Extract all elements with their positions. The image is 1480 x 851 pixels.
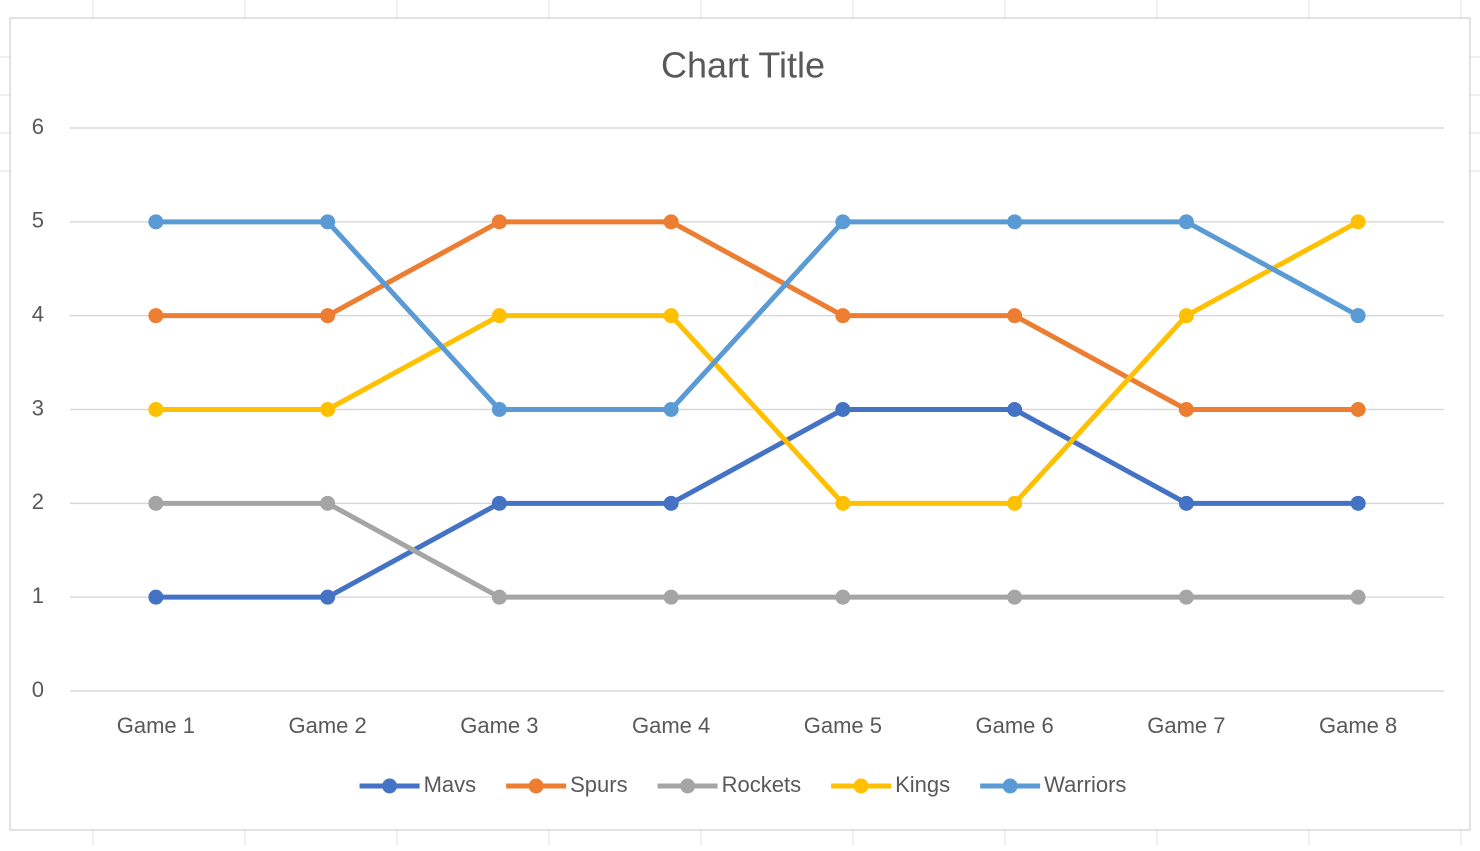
point bbox=[320, 589, 336, 605]
point bbox=[491, 402, 507, 417]
legend-marker bbox=[1002, 778, 1018, 794]
point bbox=[320, 308, 336, 324]
y-tick-label: 0 bbox=[32, 677, 44, 702]
point bbox=[320, 214, 336, 230]
chart-title: Chart Title bbox=[661, 45, 825, 86]
point bbox=[663, 402, 679, 417]
x-tick-label: Game 7 bbox=[1147, 713, 1225, 738]
point bbox=[148, 214, 164, 230]
point bbox=[663, 495, 679, 511]
series-line bbox=[155, 219, 1360, 412]
point bbox=[1350, 402, 1366, 417]
y-tick-label: 4 bbox=[32, 301, 44, 326]
point bbox=[835, 402, 851, 417]
point bbox=[1007, 589, 1023, 605]
point bbox=[491, 214, 507, 230]
point bbox=[1178, 308, 1194, 324]
point bbox=[835, 495, 851, 511]
point bbox=[1350, 308, 1366, 324]
legend-label: Kings bbox=[895, 772, 950, 797]
point bbox=[491, 308, 507, 324]
point bbox=[1350, 214, 1366, 230]
x-tick-label: Game 5 bbox=[804, 713, 882, 738]
x-tick-label: Game 6 bbox=[975, 713, 1053, 738]
point bbox=[1178, 589, 1194, 605]
point bbox=[835, 589, 851, 605]
y-tick-label: 5 bbox=[32, 208, 44, 233]
point bbox=[320, 402, 336, 417]
point bbox=[1178, 402, 1194, 417]
legend-label: Rockets bbox=[722, 772, 801, 797]
series-line bbox=[155, 407, 1359, 600]
series-line bbox=[155, 219, 1360, 506]
legend-label: Mavs bbox=[424, 772, 477, 797]
point bbox=[148, 308, 164, 324]
point bbox=[1178, 214, 1194, 230]
x-tick-label: Game 2 bbox=[288, 713, 366, 738]
point bbox=[1007, 214, 1023, 230]
x-tick-label: Game 4 bbox=[632, 713, 710, 738]
chart-area bbox=[9, 17, 1471, 831]
point bbox=[491, 589, 507, 605]
legend-label: Warriors bbox=[1044, 772, 1126, 797]
point bbox=[1007, 308, 1023, 324]
point bbox=[1350, 495, 1366, 511]
point bbox=[491, 495, 507, 511]
x-tick-label: Game 1 bbox=[117, 713, 195, 738]
legend-marker bbox=[853, 778, 869, 794]
point bbox=[663, 589, 679, 605]
point bbox=[148, 495, 164, 511]
y-tick-label: 2 bbox=[32, 489, 44, 514]
y-tick-label: 3 bbox=[32, 395, 44, 420]
y-tick-label: 1 bbox=[32, 583, 44, 608]
point bbox=[1007, 495, 1023, 511]
point bbox=[148, 589, 164, 605]
point bbox=[663, 308, 679, 324]
point bbox=[663, 214, 679, 230]
legend-marker bbox=[528, 778, 544, 794]
legend-marker bbox=[382, 778, 398, 794]
x-tick-label: Game 8 bbox=[1319, 713, 1397, 738]
point bbox=[1350, 589, 1366, 605]
series-line bbox=[155, 219, 1359, 412]
legend-label: Spurs bbox=[570, 772, 627, 797]
point bbox=[148, 402, 164, 417]
point bbox=[835, 214, 851, 230]
legend-marker bbox=[680, 778, 696, 794]
x-tick-label: Game 3 bbox=[460, 713, 538, 738]
point bbox=[835, 308, 851, 324]
point bbox=[320, 495, 336, 511]
series-line bbox=[155, 500, 1359, 600]
y-tick-label: 6 bbox=[32, 114, 44, 139]
point bbox=[1007, 402, 1023, 417]
point bbox=[1178, 495, 1194, 511]
